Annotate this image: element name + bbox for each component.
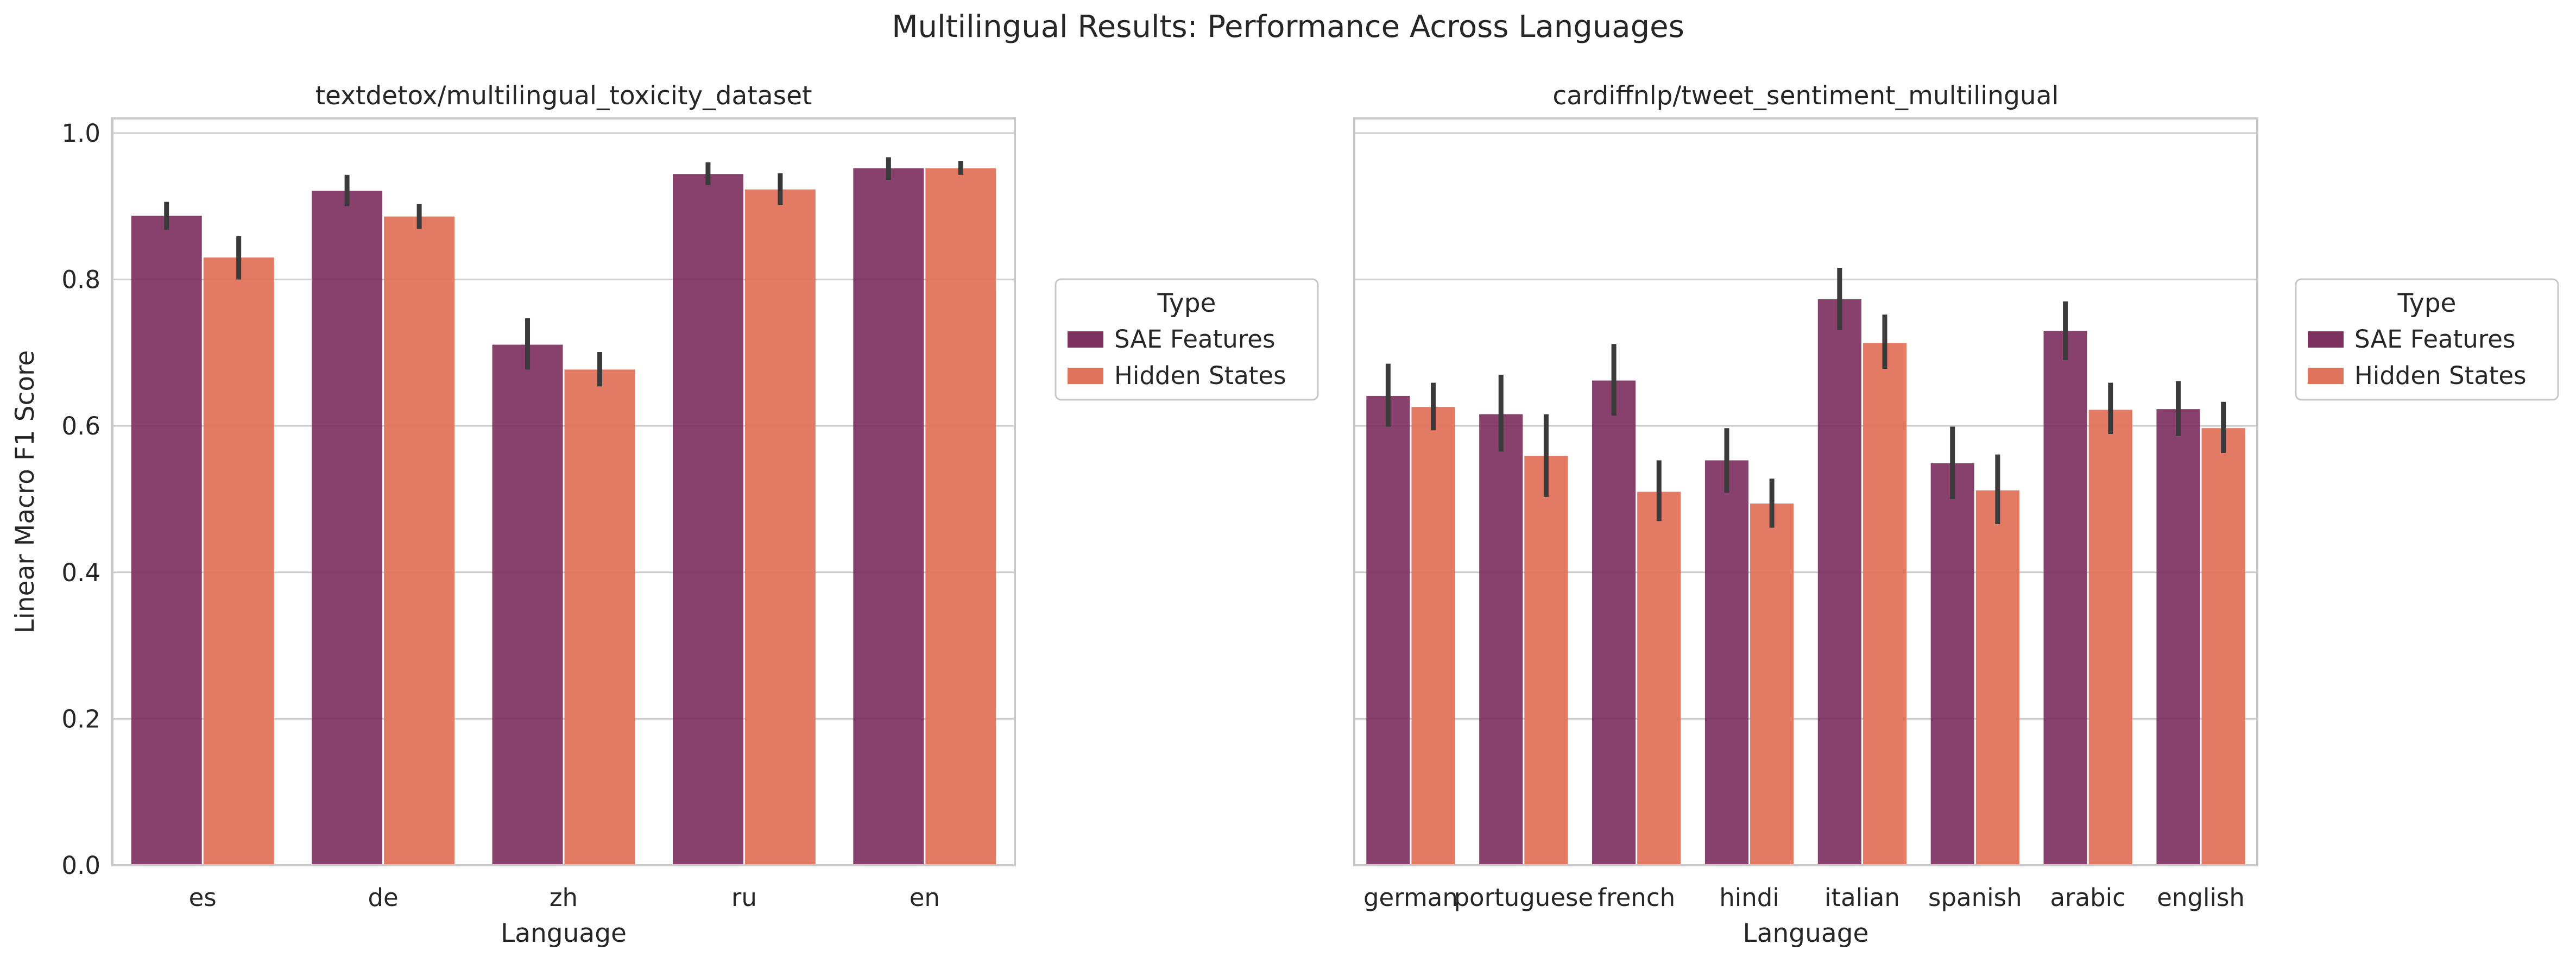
legend-box	[1055, 278, 1319, 401]
y-tick-label: 0.8	[61, 266, 100, 294]
legend-swatch-sae-features	[1068, 331, 1103, 348]
bar-sae-features-de	[312, 191, 383, 866]
x-tick-label-spanish: spanish	[1928, 883, 2022, 912]
bar-sae-features-arabic	[2043, 330, 2087, 865]
bar-hidden-states-ru	[744, 189, 816, 866]
bar-sae-features-spanish	[1930, 463, 1974, 865]
y-tick-label: 0.4	[61, 558, 100, 587]
y-tick-label: 0.2	[61, 704, 100, 733]
bar-hidden-states-hindi	[1750, 503, 1794, 865]
bar-hidden-states-es	[203, 257, 274, 865]
panel-title-toxicity: textdetox/multilingual_toxicity_dataset	[315, 81, 812, 111]
x-tick-label-en: en	[910, 883, 940, 912]
bar-hidden-states-german	[1411, 407, 1455, 865]
bar-sae-features-english	[2156, 409, 2200, 865]
legend-title: Type	[1157, 288, 1216, 318]
legend-entry-hidden-states: Hidden States	[2354, 361, 2527, 390]
bar-sae-features-ru	[672, 174, 743, 866]
legend-title: Type	[2397, 288, 2457, 318]
bar-hidden-states-english	[2201, 428, 2245, 865]
x-axis-label-sentiment: Language	[1743, 918, 1869, 948]
x-tick-label-italian: italian	[1824, 883, 1900, 912]
bar-hidden-states-de	[384, 216, 455, 866]
x-tick-label-de: de	[368, 883, 398, 912]
legend-swatch-hidden-states	[2308, 368, 2344, 384]
x-tick-label-english: english	[2157, 883, 2245, 912]
bar-hidden-states-portuguese	[1524, 456, 1568, 865]
panel-sentiment: cardiffnlp/tweet_sentiment_multilingual …	[1353, 81, 2559, 948]
legend-entry-hidden-states: Hidden States	[1114, 361, 1286, 390]
bar-hidden-states-spanish	[1975, 490, 2019, 865]
bar-hidden-states-en	[925, 168, 996, 866]
legend-box	[2295, 278, 2559, 401]
bar-hidden-states-italian	[1862, 343, 1907, 865]
bar-sae-features-portuguese	[1479, 414, 1523, 865]
bar-sae-features-french	[1592, 380, 1636, 865]
y-tick-label: 0.0	[61, 851, 100, 880]
y-tick-label: 0.6	[61, 412, 100, 440]
x-tick-label-german: german	[1363, 883, 1458, 912]
legend-entry-sae-features: SAE Features	[1114, 325, 1275, 354]
bar-hidden-states-arabic	[2088, 410, 2132, 865]
x-tick-label-ru: ru	[731, 883, 757, 912]
legend-swatch-hidden-states	[1068, 368, 1103, 384]
bar-sae-features-italian	[1817, 299, 1861, 865]
legend-sentiment: Type SAE Features Hidden States	[2295, 278, 2559, 401]
panel-toxicity: textdetox/multilingual_toxicity_dataset …	[10, 81, 1319, 948]
x-tick-label-hindi: hindi	[1719, 883, 1779, 912]
panel-title-sentiment: cardiffnlp/tweet_sentiment_multilingual	[1552, 81, 2059, 111]
axes-frame	[111, 117, 1016, 866]
bar-hidden-states-french	[1637, 492, 1681, 865]
legend-entry-sae-features: SAE Features	[2354, 325, 2515, 354]
bar-sae-features-en	[853, 168, 924, 866]
bar-hidden-states-zh	[564, 369, 635, 865]
legend-toxicity: Type SAE Features Hidden States	[1055, 278, 1319, 401]
x-axis-label-toxicity: Language	[501, 918, 627, 948]
bar-sae-features-zh	[492, 344, 563, 865]
x-tick-label-french: french	[1598, 883, 1675, 912]
bar-sae-features-hindi	[1704, 460, 1749, 865]
bar-sae-features-es	[131, 216, 202, 866]
axes-frame	[1353, 117, 2258, 866]
x-tick-label-arabic: arabic	[2050, 883, 2125, 912]
x-tick-label-es: es	[189, 883, 217, 912]
x-tick-label-zh: zh	[550, 883, 578, 912]
figure-title: Multilingual Results: Performance Across…	[892, 9, 1684, 45]
y-tick-label: 1.0	[61, 119, 100, 148]
y-axis-label: Linear Macro F1 Score	[10, 350, 40, 634]
x-tick-label-portuguese: portuguese	[1454, 883, 1593, 912]
bar-sae-features-german	[1366, 395, 1410, 865]
legend-swatch-sae-features	[2308, 331, 2344, 348]
